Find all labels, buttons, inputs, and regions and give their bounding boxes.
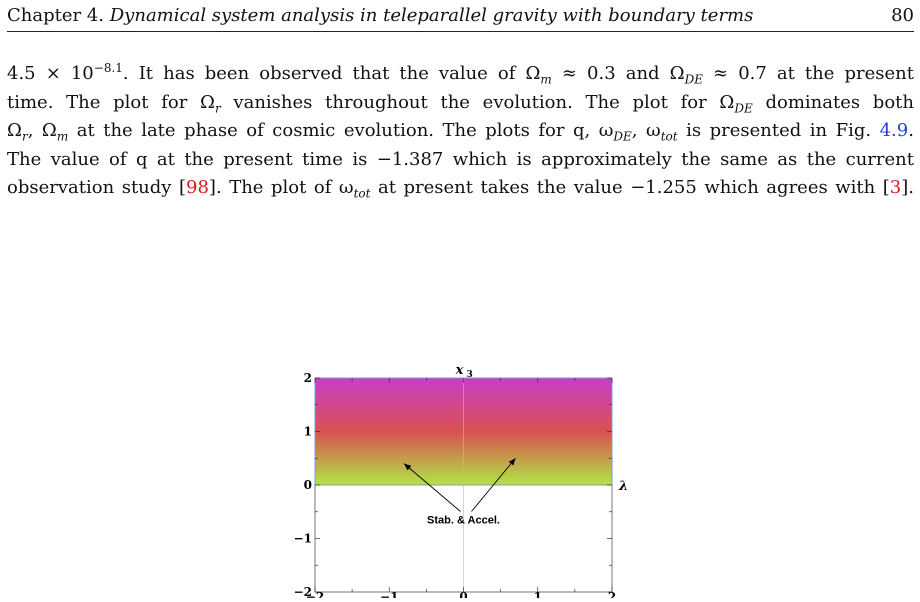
text-line-5: observation study [98]. The plot of ωtot…	[7, 177, 914, 201]
x-tick-label: 0	[459, 590, 467, 598]
x-tick-label: 1	[534, 590, 542, 598]
annotation-arrowhead	[508, 458, 516, 466]
x-tick-label: −1	[380, 590, 398, 598]
y-tick-label: 2	[304, 371, 312, 385]
page-number: 80	[891, 5, 914, 26]
text-line-3: Ωr, Ωm at the late phase of cosmic evolu…	[7, 120, 914, 144]
chapter-heading: Chapter 4. Dynamical system analysis in …	[7, 5, 754, 26]
x-axis-label: λ	[618, 479, 628, 494]
figure-link[interactable]: 4.9	[879, 120, 909, 141]
annotation-arrow	[471, 457, 516, 512]
text-line-1: 4.5 × 10−8.1. It has been observed that …	[7, 61, 914, 87]
annotation-arrow	[403, 463, 461, 512]
y-tick-label: −2	[294, 585, 312, 598]
y-tick-label: 1	[304, 425, 312, 439]
citation-link[interactable]: 98	[186, 177, 209, 198]
annotation-arrowhead	[404, 463, 412, 471]
citation-link[interactable]: 3	[889, 177, 902, 198]
body-paragraph: 4.5 × 10−8.1. It has been observed that …	[7, 60, 914, 203]
text-line-2: time. The plot for Ωr vanishes throughou…	[7, 91, 914, 116]
stability-region-figure: −2 −1 0 1 2 2 1 0 −1 −2 x 3 λ Stab. & Accel.	[280, 360, 640, 602]
x-tick-label: 2	[608, 590, 616, 598]
y-tick-label: 0	[304, 478, 312, 492]
y-axis-label: x	[455, 363, 464, 378]
running-head: Chapter 4. Dynamical system analysis in …	[7, 3, 914, 29]
text-line-4: The value of q at the present time is −1…	[7, 148, 914, 170]
annotation-label: Stab. & Accel.	[427, 515, 500, 527]
y-axis-label-subscript: 3	[467, 370, 473, 380]
y-tick-label: −1	[294, 532, 312, 546]
header-rule	[7, 31, 914, 32]
